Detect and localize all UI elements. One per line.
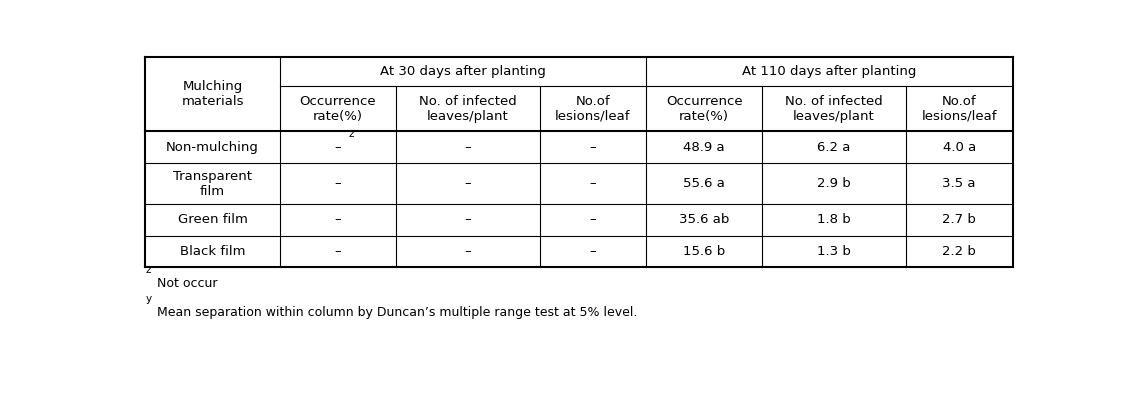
Text: –: – — [335, 213, 341, 227]
Text: 1.3 b: 1.3 b — [817, 245, 851, 258]
Text: –: – — [465, 177, 472, 190]
Text: At 110 days after planting: At 110 days after planting — [742, 65, 917, 78]
Text: –: – — [335, 177, 341, 190]
Text: –: – — [465, 141, 472, 154]
Text: 48.9 a: 48.9 a — [684, 141, 725, 154]
Text: Occurrence
rate(%): Occurrence rate(%) — [666, 95, 742, 123]
Text: Non-mulching: Non-mulching — [166, 141, 259, 154]
Text: –: – — [335, 245, 341, 258]
Text: –: – — [590, 245, 597, 258]
Text: –: – — [590, 177, 597, 190]
Text: 15.6 b: 15.6 b — [684, 245, 725, 258]
Text: No.of
lesions/leaf: No.of lesions/leaf — [922, 95, 997, 123]
Text: Mulching
materials: Mulching materials — [182, 80, 244, 108]
Text: Black film: Black film — [179, 245, 246, 258]
Text: 3.5 a: 3.5 a — [943, 177, 976, 190]
Text: Not occur: Not occur — [157, 277, 218, 290]
Text: 35.6 ab: 35.6 ab — [679, 213, 730, 227]
Text: Mean separation within column by Duncan’s multiple range test at 5% level.: Mean separation within column by Duncan’… — [157, 306, 637, 319]
Text: –: – — [465, 245, 472, 258]
Text: 55.6 a: 55.6 a — [684, 177, 725, 190]
Text: z: z — [349, 129, 354, 139]
Text: No. of infected
leaves/plant: No. of infected leaves/plant — [785, 95, 883, 123]
Text: No.of
lesions/leaf: No.of lesions/leaf — [555, 95, 631, 123]
Text: –: – — [590, 213, 597, 227]
Text: 4.0 a: 4.0 a — [943, 141, 976, 154]
Text: 6.2 a: 6.2 a — [818, 141, 851, 154]
Text: At 30 days after planting: At 30 days after planting — [380, 65, 546, 78]
Text: 1.8 b: 1.8 b — [817, 213, 851, 227]
Text: 2.2 b: 2.2 b — [942, 245, 976, 258]
Text: 2.9 b: 2.9 b — [817, 177, 851, 190]
Text: Transparent
film: Transparent film — [173, 169, 253, 198]
Text: y: y — [146, 294, 151, 304]
Text: Green film: Green film — [178, 213, 247, 227]
Text: No. of infected
leaves/plant: No. of infected leaves/plant — [418, 95, 517, 123]
Text: –: – — [465, 213, 472, 227]
Text: z: z — [146, 265, 151, 275]
Text: 2.7 b: 2.7 b — [942, 213, 976, 227]
Text: –: – — [335, 141, 341, 154]
Text: Occurrence
rate(%): Occurrence rate(%) — [300, 95, 376, 123]
Text: –: – — [590, 141, 597, 154]
